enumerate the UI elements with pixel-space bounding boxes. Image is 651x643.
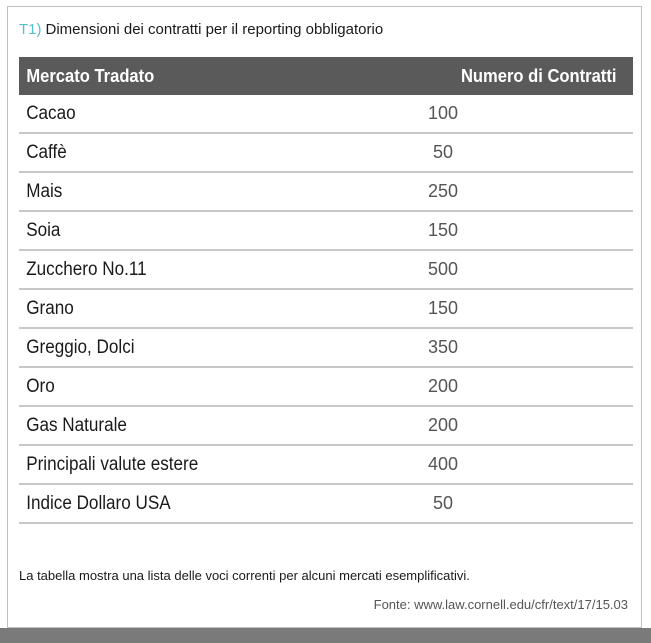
cell-count: 200: [427, 415, 459, 435]
table-row: Oro 200: [19, 368, 633, 407]
figure-frame: T1) Dimensioni dei contratti per il repor…: [7, 6, 642, 628]
figure-tag: T1): [19, 21, 42, 38]
figure-title: T1) Dimensioni dei contratti per il repor…: [19, 21, 383, 38]
table-row: Zucchero No.11 500: [19, 251, 633, 290]
table-row: Principali valute estere 400: [19, 446, 633, 485]
cell-market: Gas Naturale: [26, 414, 127, 436]
column-header-count: Numero di Contratti: [460, 65, 617, 86]
cell-count: 150: [427, 298, 459, 318]
cell-market: Zucchero No.11: [26, 258, 147, 280]
cell-market: Indice Dollaro USA: [26, 492, 171, 514]
cell-count: 100: [427, 103, 459, 123]
cell-count: 250: [427, 181, 459, 201]
cell-count: 50: [432, 493, 454, 513]
source-citation: Fonte: www.law.cornell.edu/cfr/text/17/1…: [373, 597, 628, 612]
cell-count: 50: [432, 142, 454, 162]
cell-market: Cacao: [26, 102, 76, 124]
table-note: La tabella mostra una lista delle voci c…: [19, 568, 470, 583]
table-header: Mercato Tradato Numero di Contratti: [19, 57, 633, 95]
cell-market: Oro: [26, 375, 55, 397]
table-row: Cacao 100: [19, 95, 633, 134]
cell-market: Caffè: [26, 141, 67, 163]
cell-count: 500: [427, 259, 459, 279]
cell-market: Mais: [26, 180, 63, 202]
table-row: Caffè 50: [19, 134, 633, 173]
cell-market: Grano: [26, 297, 74, 319]
table-row: Indice Dollaro USA 50: [19, 485, 633, 524]
cell-count: 200: [427, 376, 459, 396]
table-row: Grano 150: [19, 290, 633, 329]
cell-count: 150: [427, 220, 459, 240]
cell-market: Soia: [26, 219, 61, 241]
table-row: Mais 250: [19, 173, 633, 212]
figure-title-text: Dimensioni dei contratti per il reportin…: [45, 21, 384, 38]
table-row: Soia 150: [19, 212, 633, 251]
cell-market: Principali valute estere: [26, 453, 199, 475]
table-row: Gas Naturale 200: [19, 407, 633, 446]
column-header-market: Mercato Tradato: [26, 65, 155, 86]
cell-market: Greggio, Dolci: [26, 336, 135, 358]
cell-count: 400: [427, 454, 459, 474]
table-row: Greggio, Dolci 350: [19, 329, 633, 368]
contracts-table: Mercato Tradato Numero di Contratti Caca…: [19, 57, 633, 524]
bottom-bar: [0, 628, 651, 643]
cell-count: 350: [427, 337, 459, 357]
